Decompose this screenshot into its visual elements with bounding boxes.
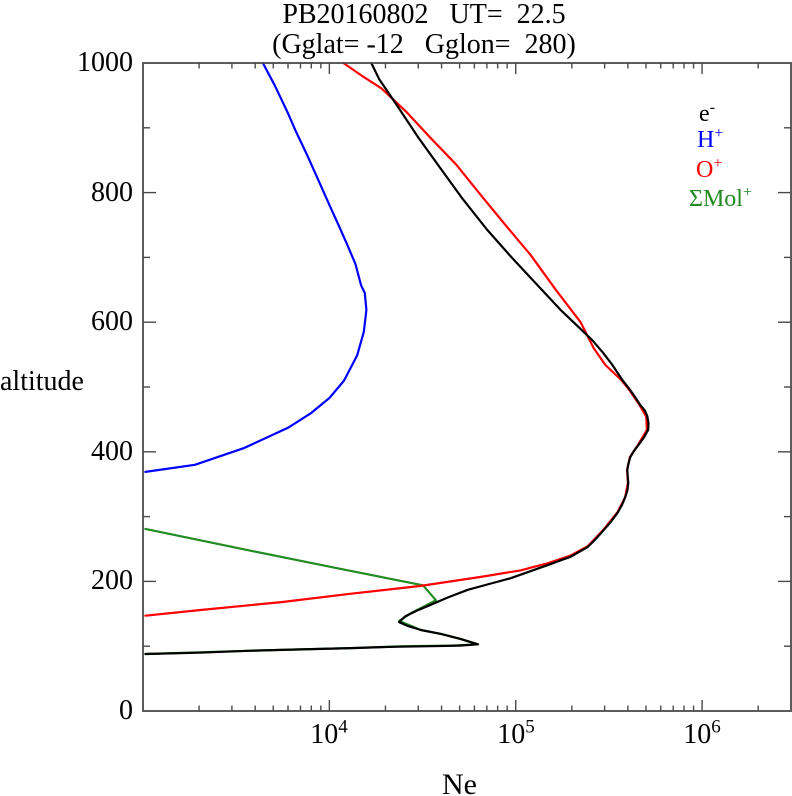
data-curves bbox=[144, 62, 650, 656]
x-axis-label: Ne bbox=[442, 768, 477, 796]
ytick-400: 400 bbox=[91, 436, 133, 467]
axis-ticks bbox=[143, 63, 791, 711]
curve-H bbox=[144, 62, 368, 473]
legend-sup: + bbox=[713, 155, 723, 172]
xtick-base: 10 bbox=[497, 719, 526, 750]
curve-e bbox=[144, 62, 650, 656]
plot-title: PB20160802 UT= 22.5 bbox=[282, 0, 566, 30]
plot-subtitle: (Gglat= -12 Gglon= 280) bbox=[272, 29, 576, 60]
legend-sup: + bbox=[714, 125, 724, 142]
xtick-base: 10 bbox=[683, 719, 712, 750]
legend-item-molplus: ΣMol+ bbox=[689, 184, 753, 213]
xtick-base: 10 bbox=[310, 719, 339, 750]
ytick-0: 0 bbox=[119, 695, 133, 726]
legend-item-oplus: O+ bbox=[696, 155, 723, 184]
xtick-exp: 5 bbox=[525, 716, 535, 738]
curve-O bbox=[144, 62, 648, 617]
legend-label: O bbox=[696, 157, 714, 183]
legend-sup: + bbox=[742, 184, 753, 201]
legend-item-hplus: H+ bbox=[697, 125, 724, 154]
xtick-exp: 6 bbox=[711, 716, 721, 738]
curve-Mol bbox=[144, 527, 479, 656]
ytick-1000: 1000 bbox=[77, 47, 133, 78]
legend-item-electron: e- bbox=[699, 99, 715, 128]
ytick-200: 200 bbox=[91, 565, 133, 596]
ytick-600: 600 bbox=[91, 306, 133, 337]
plot-frame bbox=[142, 62, 792, 712]
xtick-1e4: 104 bbox=[310, 716, 348, 750]
ytick-800: 800 bbox=[91, 177, 133, 208]
legend-sup: - bbox=[709, 99, 715, 116]
xtick-exp: 4 bbox=[338, 716, 348, 738]
legend-label: H bbox=[697, 127, 715, 153]
xtick-1e5: 105 bbox=[497, 716, 535, 750]
legend-label: ΣMol bbox=[689, 186, 743, 212]
xtick-1e6: 106 bbox=[683, 716, 721, 750]
y-axis-label: altitude bbox=[0, 366, 84, 397]
legend-label: e bbox=[699, 101, 710, 127]
